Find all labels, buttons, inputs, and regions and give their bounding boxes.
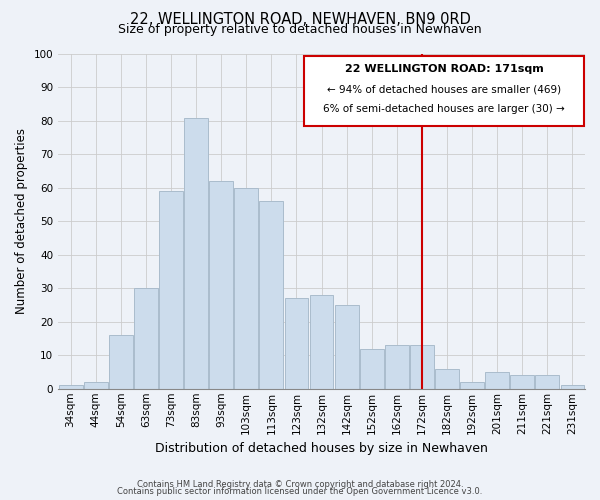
Text: Contains public sector information licensed under the Open Government Licence v3: Contains public sector information licen… (118, 487, 482, 496)
Bar (560, 386, 584, 389)
Bar (134, 288, 158, 389)
Bar (59, 386, 83, 389)
Bar (511, 376, 534, 389)
Bar (209, 181, 233, 389)
Text: 22, WELLINGTON ROAD, NEWHAVEN, BN9 0RD: 22, WELLINGTON ROAD, NEWHAVEN, BN9 0RD (130, 12, 470, 28)
Text: ← 94% of detached houses are smaller (469): ← 94% of detached houses are smaller (46… (327, 84, 561, 94)
Bar (335, 305, 359, 389)
Bar (535, 376, 559, 389)
Bar (284, 298, 308, 389)
Text: 6% of semi-detached houses are larger (30) →: 6% of semi-detached houses are larger (3… (323, 104, 565, 114)
Bar (310, 295, 334, 389)
Bar (159, 192, 183, 389)
Bar (385, 345, 409, 389)
Text: Contains HM Land Registry data © Crown copyright and database right 2024.: Contains HM Land Registry data © Crown c… (137, 480, 463, 489)
Bar (235, 188, 258, 389)
Bar (184, 118, 208, 389)
Bar (259, 202, 283, 389)
Bar (460, 382, 484, 389)
Y-axis label: Number of detached properties: Number of detached properties (15, 128, 28, 314)
X-axis label: Distribution of detached houses by size in Newhaven: Distribution of detached houses by size … (155, 442, 488, 455)
Bar (360, 348, 383, 389)
Text: 22 WELLINGTON ROAD: 171sqm: 22 WELLINGTON ROAD: 171sqm (345, 64, 544, 74)
Bar (435, 368, 459, 389)
FancyBboxPatch shape (304, 56, 584, 126)
Bar (109, 335, 133, 389)
Bar (485, 372, 509, 389)
Bar (84, 382, 107, 389)
Bar (410, 345, 434, 389)
Text: Size of property relative to detached houses in Newhaven: Size of property relative to detached ho… (118, 23, 482, 36)
